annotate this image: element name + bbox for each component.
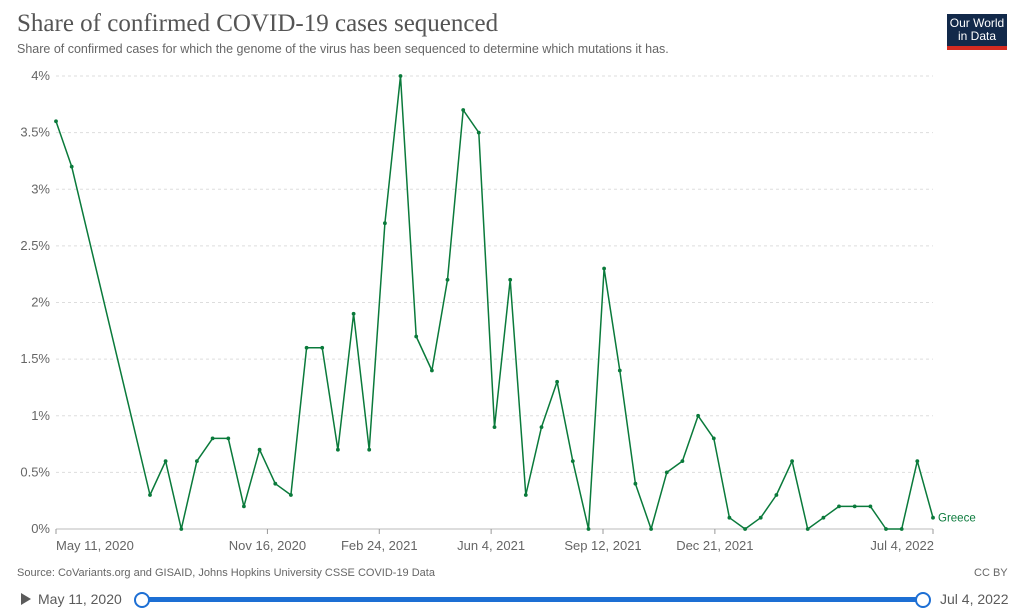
y-tick-label: 1.5% — [20, 351, 50, 366]
y-tick-label: 2% — [31, 295, 50, 310]
series-label-greece: Greece — [938, 513, 976, 525]
data-point — [743, 527, 747, 531]
y-tick-label: 4% — [31, 68, 50, 83]
y-tick-label: 3.5% — [20, 125, 50, 140]
data-point — [304, 345, 309, 350]
x-tick-label: Dec 21, 2021 — [676, 538, 753, 553]
data-point — [257, 447, 262, 452]
data-point — [508, 277, 513, 282]
data-point — [430, 368, 434, 373]
data-point — [899, 527, 904, 531]
data-point — [398, 74, 403, 78]
data-point — [492, 425, 497, 429]
data-point — [868, 504, 873, 509]
data-point — [195, 459, 199, 463]
x-tick-label: Jul 4, 2022 — [870, 538, 934, 553]
data-point — [727, 515, 732, 520]
data-point — [289, 493, 293, 497]
data-point — [523, 493, 528, 497]
source-note: Source: CoVariants.org and GISAID, Johns… — [17, 567, 435, 579]
data-point — [476, 130, 481, 135]
x-tick-label: May 11, 2020 — [56, 538, 134, 553]
y-tick-label: 1% — [31, 408, 50, 423]
logo-line-1: Our World — [949, 16, 1005, 30]
data-point — [586, 527, 591, 531]
data-point — [852, 504, 857, 509]
data-point — [336, 447, 340, 452]
chart-subtitle: Share of confirmed cases for which the g… — [17, 42, 669, 56]
timeline-track[interactable] — [141, 597, 923, 602]
timeline-end-label: Jul 4, 2022 — [940, 591, 1009, 607]
license-label[interactable]: CC BY — [974, 567, 1008, 579]
data-point — [367, 447, 372, 452]
y-tick-label: 3% — [31, 181, 50, 196]
data-point — [320, 345, 325, 350]
y-tick-label: 2.5% — [20, 238, 50, 253]
owid-logo[interactable]: Our World in Data — [947, 14, 1007, 50]
data-point — [570, 459, 575, 463]
data-point — [273, 481, 278, 486]
data-point — [148, 493, 152, 497]
data-point — [680, 459, 685, 463]
data-point — [931, 515, 935, 520]
data-point — [54, 119, 58, 124]
x-tick-label: Nov 16, 2020 — [229, 538, 306, 553]
data-point — [758, 515, 763, 520]
data-point — [711, 436, 716, 441]
data-point — [226, 436, 231, 441]
x-tick-label: Jun 4, 2021 — [457, 538, 525, 553]
data-point — [242, 504, 246, 509]
timeline-end-handle[interactable] — [915, 592, 931, 608]
data-point — [696, 413, 700, 418]
y-tick-label: 0.5% — [20, 464, 50, 479]
play-icon[interactable] — [21, 593, 31, 605]
x-tick-label: Feb 24, 2021 — [341, 538, 418, 553]
data-point — [774, 493, 779, 497]
data-point — [884, 527, 888, 531]
data-point — [821, 515, 826, 520]
data-point — [383, 221, 387, 226]
line-chart: 0% 0.5% 1% 1.5% 2% 2.5% 3% 3.5% 4% May 11, 2020 No… — [20, 68, 976, 553]
data-point — [539, 425, 544, 429]
timeline-start-label: May 11, 2020 — [38, 591, 122, 607]
data-point — [461, 108, 466, 112]
data-point — [179, 527, 184, 531]
y-tick-label: 0% — [31, 521, 50, 536]
data-point — [633, 481, 638, 486]
data-point — [790, 459, 794, 463]
data-point — [555, 379, 559, 384]
data-point — [351, 311, 356, 316]
data-point — [805, 527, 810, 531]
data-point — [664, 470, 669, 475]
data-point — [69, 164, 74, 169]
data-point — [602, 266, 606, 271]
timeline-start-handle[interactable] — [134, 592, 150, 608]
x-tick-label: Sep 12, 2021 — [564, 538, 641, 553]
timeline: May 11, 2020 Jul 4, 2022 — [0, 589, 1025, 611]
logo-line-2: in Data — [957, 29, 997, 43]
data-point — [414, 334, 419, 339]
data-point — [445, 277, 450, 282]
chart-title: Share of confirmed COVID-19 cases sequen… — [17, 10, 499, 37]
data-point — [210, 436, 215, 441]
data-point — [915, 459, 920, 463]
data-point — [163, 459, 168, 463]
data-point — [649, 527, 653, 531]
data-point — [837, 504, 841, 509]
data-point — [617, 368, 622, 373]
